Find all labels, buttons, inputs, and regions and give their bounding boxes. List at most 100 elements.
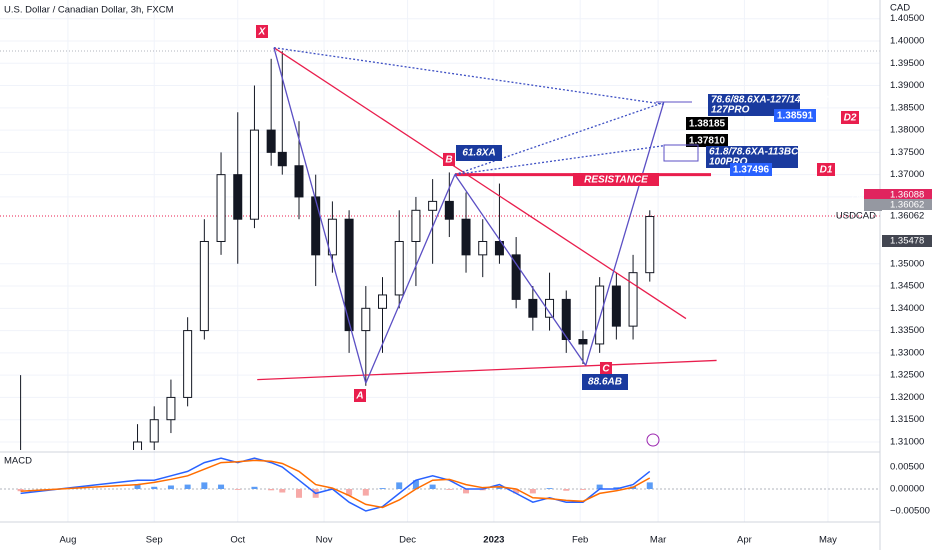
pattern-label: 100PRO — [709, 157, 748, 168]
macd-histogram — [613, 487, 620, 489]
x-tick-label: Feb — [572, 535, 588, 546]
pattern-label: 78.6/88.6XA-127/141.4BC — [711, 95, 830, 106]
macd-histogram — [17, 488, 24, 492]
y-tick-label: 0.00500 — [890, 462, 924, 473]
macd-histogram — [379, 488, 386, 489]
x-tick-label: Apr — [737, 535, 752, 546]
point-label: D1 — [820, 165, 833, 176]
candle-body — [478, 240, 488, 256]
candle-body — [216, 174, 226, 242]
y-tick-label: 1.37000 — [890, 169, 924, 180]
macd-histogram — [362, 488, 369, 496]
y-tick-label: 1.34000 — [890, 303, 924, 314]
candle-body — [511, 254, 521, 300]
price-tag-label: 1.36062 — [890, 200, 924, 211]
candle-body — [166, 396, 176, 421]
y-tick-label: −0.00500 — [890, 506, 930, 517]
x-tick-label: Sep — [146, 535, 163, 546]
price-tag — [882, 189, 932, 201]
candle-body — [294, 165, 304, 198]
x-tick-label: Aug — [59, 535, 76, 546]
macd-histogram — [151, 486, 158, 489]
y-tick-label: 1.33500 — [890, 325, 924, 336]
candle-body — [233, 174, 243, 220]
currency: CAD — [890, 3, 910, 14]
candle-body — [528, 298, 538, 318]
candle-body — [561, 298, 571, 341]
price-tag-name-bg — [864, 189, 882, 201]
macd-histogram — [496, 486, 503, 489]
macd-histogram — [579, 488, 586, 490]
y-tick-label: 1.40000 — [890, 36, 924, 47]
pattern-label: 127PRO — [711, 105, 750, 116]
pattern-label: 61.8/78.6XA-113BC — [709, 147, 799, 158]
point-label: C — [602, 364, 610, 375]
x-tick-label: 2023 — [483, 535, 504, 546]
macd-histogram — [167, 485, 174, 489]
macd-histogram — [596, 484, 603, 489]
ratio-label: 88.6AB — [588, 377, 622, 388]
x-tick-label: Dec — [399, 535, 416, 546]
candle-body — [394, 240, 404, 296]
y-tick-label: 1.34500 — [890, 281, 924, 292]
y-tick-label: 0.00000 — [890, 484, 924, 495]
candle-body — [249, 129, 259, 220]
candle-body — [628, 272, 638, 327]
y-tick-label: 1.32000 — [890, 392, 924, 403]
price-tag-label: 1.36062 — [890, 211, 924, 222]
y-tick-label: 1.37500 — [890, 147, 924, 158]
x-tick-label: Oct — [230, 535, 245, 546]
macd-histogram — [218, 484, 225, 489]
level-label: 1.38185 — [689, 119, 726, 130]
y-tick-label: 1.38500 — [890, 102, 924, 113]
trend-line — [585, 102, 665, 366]
candle-body — [428, 200, 438, 211]
point-label: B — [445, 155, 452, 166]
point-label: X — [258, 27, 267, 38]
x-tick-label: May — [819, 535, 837, 546]
ratio-label: 61.8XA — [462, 148, 495, 159]
point-label: A — [355, 391, 363, 402]
candle-body — [595, 285, 605, 345]
trend-line — [273, 47, 687, 320]
candle-body — [311, 196, 321, 256]
macd-histogram — [446, 488, 453, 490]
macd-histogram — [429, 484, 436, 489]
y-tick-label: 1.40500 — [890, 13, 924, 24]
macd-histogram — [295, 488, 302, 498]
level-label: 1.37496 — [733, 165, 770, 176]
macd-histogram — [546, 488, 553, 489]
candle-body — [133, 441, 143, 450]
trend-line — [257, 359, 717, 381]
annotations: X A B C D1 D2 61.8XA 88.6AB RESISTANCE 7… — [256, 25, 859, 447]
candle-body — [545, 298, 555, 318]
price-tag-name: Ask — [852, 190, 868, 201]
macd-histogram — [396, 482, 403, 489]
candle-body — [344, 218, 354, 332]
signal-line — [20, 459, 651, 509]
trend-line — [454, 174, 587, 366]
candle-body — [149, 419, 159, 443]
candle-body — [17, 478, 25, 487]
macd-histogram — [513, 488, 520, 494]
candle-body — [411, 209, 421, 242]
point-label: D2 — [844, 113, 857, 124]
macd-title: MACD — [4, 456, 32, 467]
candle-body — [444, 200, 454, 220]
candle-body — [327, 218, 337, 256]
x-tick-label: Nov — [316, 535, 333, 546]
y-tick-label: 1.39000 — [890, 80, 924, 91]
y-tick-label: 1.38000 — [890, 125, 924, 136]
candle-body — [578, 339, 588, 345]
candle-body — [461, 218, 471, 256]
trend-line — [365, 174, 456, 384]
macd-histogram — [251, 486, 258, 489]
candle-body — [611, 285, 621, 327]
macd-histogram — [529, 488, 536, 494]
macd-histogram — [463, 488, 470, 494]
price-tag-label: 1.36088 — [890, 190, 924, 201]
x-tick-label: Mar — [650, 535, 666, 546]
macd-histogram — [646, 482, 653, 489]
candle-body — [266, 129, 276, 153]
